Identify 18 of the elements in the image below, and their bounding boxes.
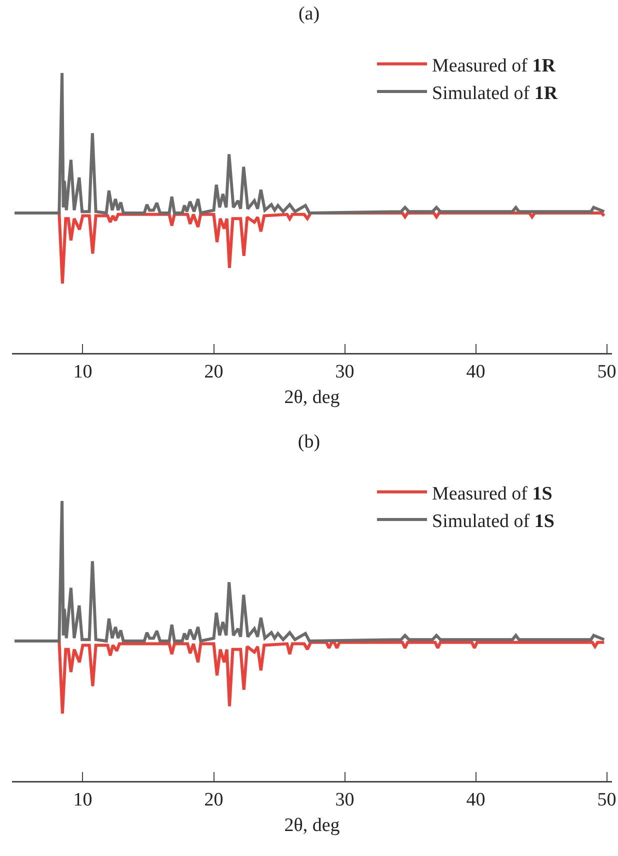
x-tick-label: 50 [597,361,616,382]
x-tick-label: 20 [204,789,224,810]
x-axis-title: 2θ, deg [284,814,340,836]
legend-label: Measured of 1R [432,55,556,76]
x-tick-label: 10 [73,789,92,810]
chart-title: (a) [298,4,320,25]
legend-label: Simulated of 1R [432,82,558,104]
x-tick-label: 30 [335,789,354,810]
x-tick-label: 30 [335,361,354,382]
x-tick-label: 40 [466,789,486,810]
x-tick-label: 50 [597,789,616,810]
x-tick-label: 20 [204,361,224,382]
x-axis-title: 2θ, deg [284,386,340,408]
x-tick-label: 10 [73,361,92,382]
legend-label: Simulated of 1S [432,510,554,532]
x-tick-label: 40 [466,361,486,382]
legend-label: Measured of 1S [432,483,552,504]
chart-title: (b) [298,432,320,453]
